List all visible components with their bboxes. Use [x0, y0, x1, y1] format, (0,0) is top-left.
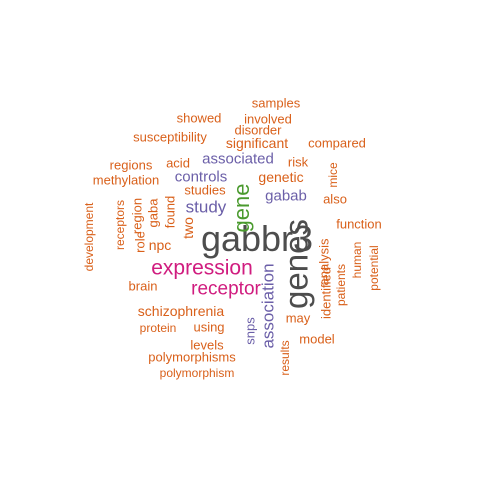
word-schizophrenia: schizophrenia — [137, 303, 225, 319]
word-significant: significant — [225, 135, 289, 151]
word-gaba: gaba — [145, 198, 161, 228]
word-model: model — [299, 331, 335, 347]
word-disorder: disorder — [234, 122, 282, 138]
word-receptors: receptors — [113, 199, 127, 251]
word-involved: involved — [244, 111, 292, 127]
word-two: two — [180, 217, 196, 239]
word-regions: regions — [109, 157, 153, 173]
word-samples: samples — [251, 95, 301, 111]
word-genetic: genetic — [258, 169, 304, 185]
word-controls: controls — [174, 168, 228, 186]
word-npc: npc — [148, 237, 172, 253]
word-also: also — [323, 191, 347, 207]
word-brain: brain — [128, 278, 158, 294]
word-protein: protein — [139, 321, 177, 335]
word-results: results — [278, 340, 292, 376]
word-showed: showed — [176, 110, 222, 126]
word-snps: snps — [242, 317, 258, 345]
word-acid: acid — [166, 155, 190, 171]
word-development: development — [82, 202, 96, 272]
word-gabab: gabab — [265, 187, 307, 205]
word-risk: risk — [287, 154, 309, 170]
word-studies: studies — [184, 182, 226, 198]
word-gabbr3: gabbr3 — [200, 218, 314, 259]
word-compared: compared — [308, 135, 366, 151]
word-gene: gene — [229, 183, 254, 233]
word-methylation: methylation — [92, 172, 160, 188]
word-polymorphism: polymorphism — [159, 366, 235, 380]
word-associated: associated — [202, 150, 274, 168]
word-genes: genes — [277, 219, 315, 309]
word-region: region — [129, 197, 145, 235]
word-receptor: receptor — [191, 278, 261, 300]
word-levels: levels — [190, 337, 224, 353]
word-may: may — [285, 310, 311, 326]
word-susceptibility: susceptibility — [133, 129, 207, 145]
word-human: human — [350, 241, 364, 279]
word-potential: potential — [367, 245, 381, 291]
word-using: using — [193, 319, 225, 335]
word-identified: identified — [318, 266, 334, 320]
word-expression: expression — [151, 256, 253, 280]
word-association: association — [258, 263, 278, 349]
word-study: study — [185, 197, 227, 217]
word-polymorphisms: polymorphisms — [148, 349, 236, 365]
word-function: function — [336, 216, 382, 232]
word-mice: mice — [326, 162, 340, 188]
word-found: found — [162, 195, 178, 229]
word-role: role — [132, 231, 148, 253]
word-patients: patients — [334, 263, 348, 307]
